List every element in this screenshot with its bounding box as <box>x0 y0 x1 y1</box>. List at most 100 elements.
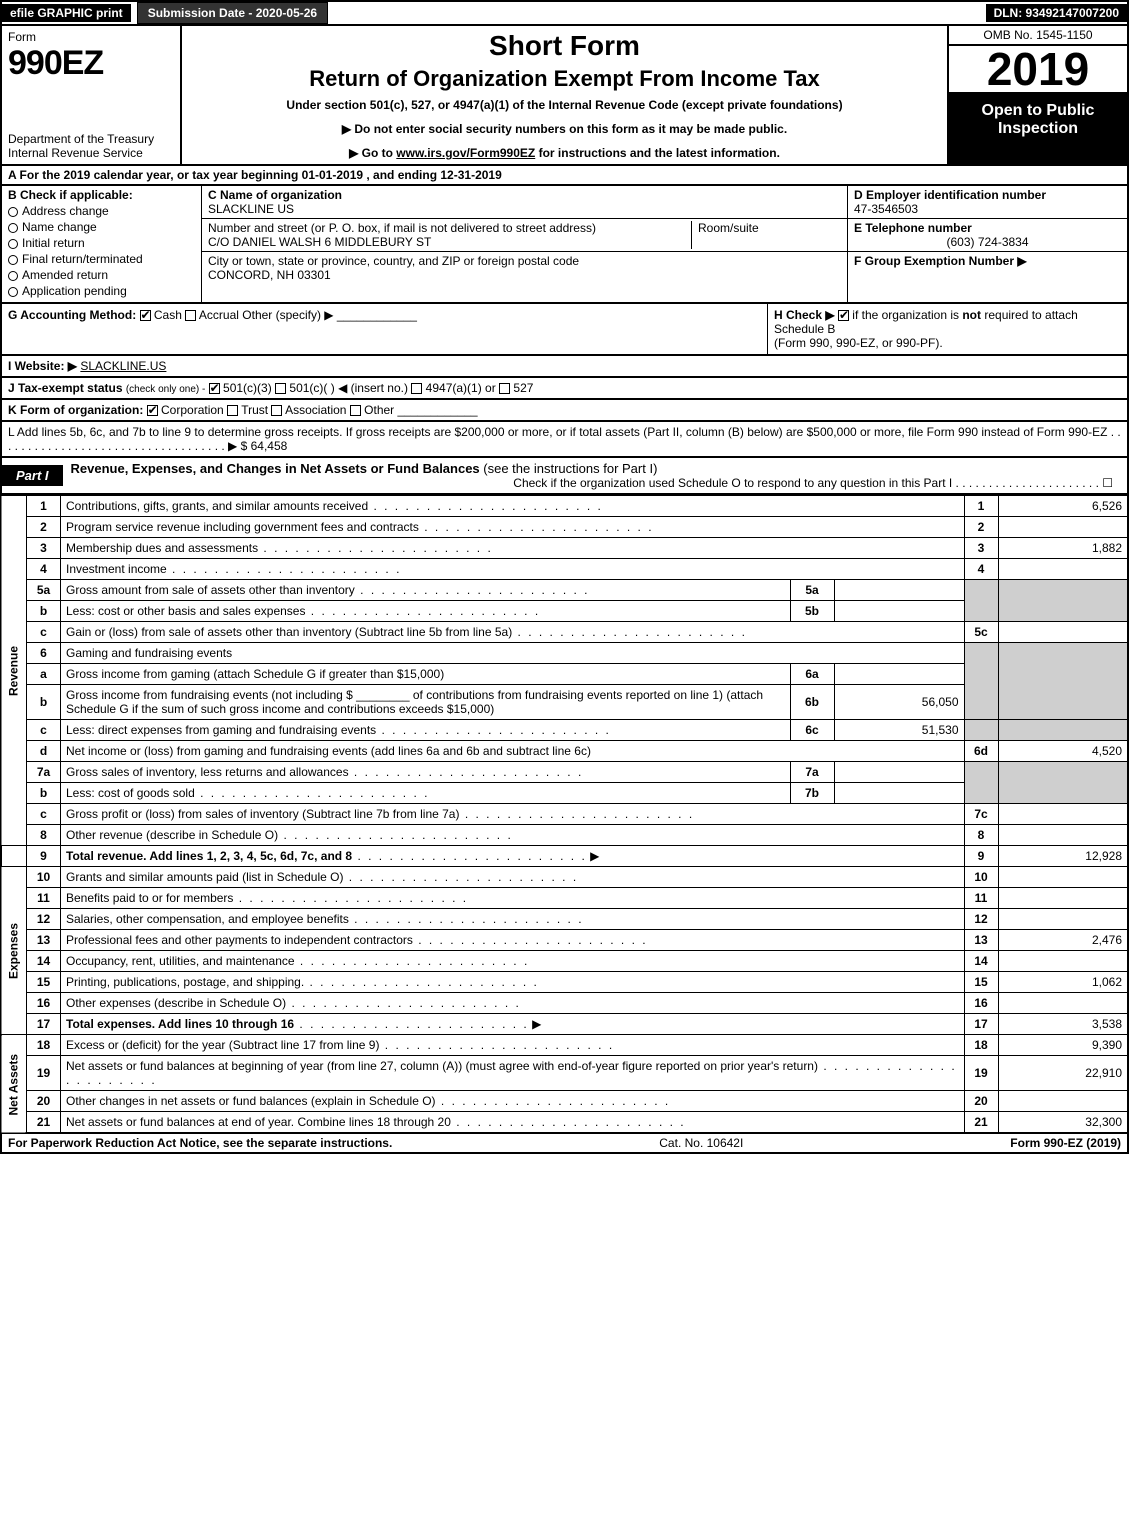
line-8-val <box>998 825 1128 846</box>
i-label: I Website: ▶ <box>8 359 77 373</box>
line-6c-sub: 51,530 <box>834 720 964 741</box>
col-no-18: 18 <box>964 1035 998 1056</box>
top-bar: efile GRAPHIC print Submission Date - 20… <box>0 0 1129 26</box>
check-cash[interactable] <box>140 310 151 321</box>
line-no-6d: d <box>27 741 61 762</box>
col-no-1: 1 <box>964 496 998 517</box>
line-6a-desc: Gross income from gaming (attach Schedul… <box>61 664 791 685</box>
check-h[interactable] <box>838 310 849 321</box>
line-10-desc: Grants and similar amounts paid (list in… <box>66 870 343 884</box>
col-no-8: 8 <box>964 825 998 846</box>
line-no-8: 8 <box>27 825 61 846</box>
line-5c-val <box>998 622 1128 643</box>
submission-date: Submission Date - 2020-05-26 <box>137 2 328 24</box>
grey-7-val <box>998 762 1128 804</box>
check-corp[interactable] <box>147 405 158 416</box>
line-21-desc: Net assets or fund balances at end of ye… <box>66 1115 451 1129</box>
col-no-10: 10 <box>964 867 998 888</box>
revenue-side-label: Revenue <box>1 496 27 846</box>
check-final-return[interactable]: Final return/terminated <box>8 252 195 266</box>
line-19-desc: Net assets or fund balances at beginning… <box>66 1059 818 1073</box>
col-no-13: 13 <box>964 930 998 951</box>
col-no-15: 15 <box>964 972 998 993</box>
org-name: SLACKLINE US <box>208 202 841 216</box>
check-accrual[interactable] <box>185 310 196 321</box>
line-3-val: 1,882 <box>998 538 1128 559</box>
line-12-val <box>998 909 1128 930</box>
form-header: Form 990EZ Department of the Treasury In… <box>0 26 1129 166</box>
footer-mid: Cat. No. 10642I <box>392 1136 1010 1150</box>
check-initial-return[interactable]: Initial return <box>8 236 195 250</box>
h-text3: (Form 990, 990-EZ, or 990-PF). <box>774 336 943 350</box>
check-schedule-o: Check if the organization used Schedule … <box>71 476 1119 490</box>
return-title: Return of Organization Exempt From Incom… <box>190 66 939 92</box>
line-no-7b: b <box>27 783 61 804</box>
phone: (603) 724-3834 <box>854 235 1121 249</box>
line-no-14: 14 <box>27 951 61 972</box>
col-no-7c: 7c <box>964 804 998 825</box>
group-label: F Group Exemption Number ▶ <box>854 254 1121 268</box>
sub-5a: 5a <box>790 580 834 601</box>
line-no-10: 10 <box>27 867 61 888</box>
street-row: Number and street (or P. O. box, if mail… <box>202 219 847 252</box>
j-hint: (check only one) - <box>126 384 205 395</box>
col-no-5c: 5c <box>964 622 998 643</box>
line-20-desc: Other changes in net assets or fund bala… <box>66 1094 436 1108</box>
line-7b-desc: Less: cost of goods sold <box>66 786 195 800</box>
h-check: H Check ▶ if the organization is not req… <box>767 304 1127 354</box>
check-501c3[interactable] <box>209 383 220 394</box>
check-app-pending[interactable]: Application pending <box>8 284 195 298</box>
netassets-side-label: Net Assets <box>1 1035 27 1134</box>
check-other-org[interactable] <box>350 405 361 416</box>
org-name-row: C Name of organization SLACKLINE US <box>202 186 847 219</box>
line-no-13: 13 <box>27 930 61 951</box>
line-no-11: 11 <box>27 888 61 909</box>
g-other: Other (specify) ▶ <box>242 308 333 322</box>
line-no-21: 21 <box>27 1112 61 1134</box>
street-label: Number and street (or P. O. box, if mail… <box>208 221 691 235</box>
line-9-desc: Total revenue. Add lines 1, 2, 3, 4, 5c,… <box>66 849 352 863</box>
website-value[interactable]: SLACKLINE.US <box>80 359 166 373</box>
footer-left: For Paperwork Reduction Act Notice, see … <box>8 1136 392 1150</box>
check-527[interactable] <box>499 383 510 394</box>
line-no-7a: 7a <box>27 762 61 783</box>
line-8-desc: Other revenue (describe in Schedule O) <box>66 828 278 842</box>
ein: 47-3546503 <box>854 202 1121 216</box>
col-no-9: 9 <box>964 846 998 867</box>
line-no-5a: 5a <box>27 580 61 601</box>
check-assoc[interactable] <box>271 405 282 416</box>
col-no-17: 17 <box>964 1014 998 1035</box>
line-13-desc: Professional fees and other payments to … <box>66 933 413 947</box>
line-5b-sub <box>834 601 964 622</box>
short-form-title: Short Form <box>190 30 939 62</box>
info-block: B Check if applicable: Address change Na… <box>0 186 1129 304</box>
footer-row: For Paperwork Reduction Act Notice, see … <box>0 1134 1129 1154</box>
line-no-6b: b <box>27 685 61 720</box>
line-no-1: 1 <box>27 496 61 517</box>
open-public: Open to Public Inspection <box>949 94 1127 164</box>
line-18-val: 9,390 <box>998 1035 1128 1056</box>
line-no-12: 12 <box>27 909 61 930</box>
efile-label[interactable]: efile GRAPHIC print <box>2 4 131 22</box>
check-trust[interactable] <box>227 405 238 416</box>
line-no-3: 3 <box>27 538 61 559</box>
line-no-6a: a <box>27 664 61 685</box>
check-amended[interactable]: Amended return <box>8 268 195 282</box>
line-5a-sub <box>834 580 964 601</box>
check-501c[interactable] <box>275 383 286 394</box>
box-b: B Check if applicable: Address change Na… <box>2 186 202 302</box>
line-4-val <box>998 559 1128 580</box>
g-label: G Accounting Method: <box>8 308 136 322</box>
line-no-19: 19 <box>27 1056 61 1091</box>
part1-header: Part I Revenue, Expenses, and Changes in… <box>0 458 1129 495</box>
goto-pre: ▶ Go to <box>349 146 396 160</box>
col-no-3: 3 <box>964 538 998 559</box>
line-21-val: 32,300 <box>998 1112 1128 1134</box>
gh-row: G Accounting Method: Cash Accrual Other … <box>0 304 1129 356</box>
check-4947[interactable] <box>411 383 422 394</box>
form-word: Form <box>8 30 174 44</box>
check-name-change[interactable]: Name change <box>8 220 195 234</box>
goto-link[interactable]: www.irs.gov/Form990EZ <box>396 146 535 160</box>
check-address-change[interactable]: Address change <box>8 204 195 218</box>
line-16-val <box>998 993 1128 1014</box>
